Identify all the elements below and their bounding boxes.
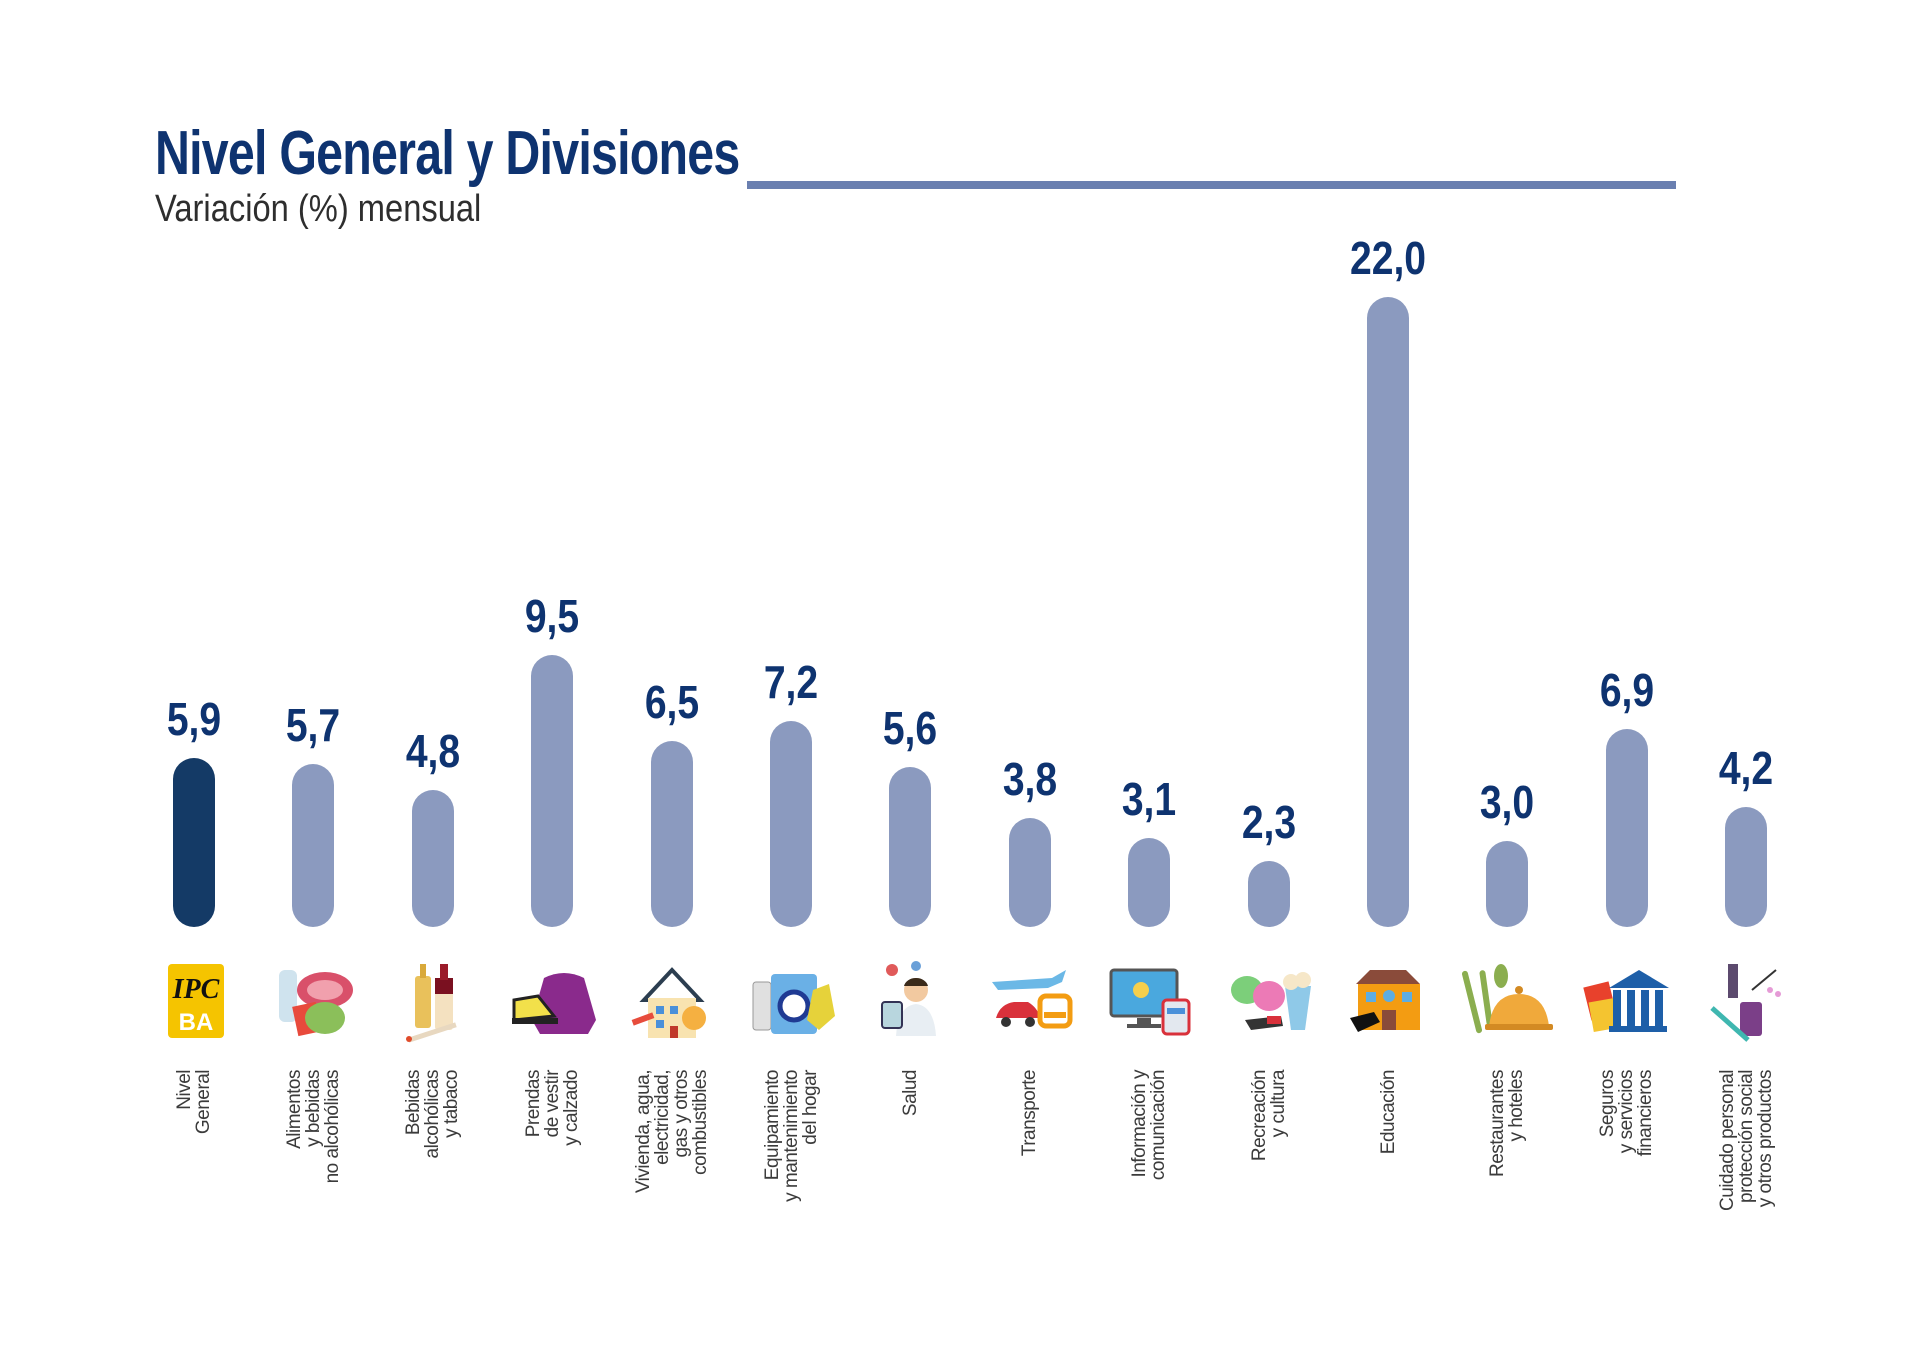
bar-11 bbox=[1367, 297, 1409, 927]
bar-14 bbox=[1725, 806, 1768, 927]
value-label: 5,7 bbox=[286, 698, 341, 751]
category-label-text: Recreación y cultura bbox=[1248, 1070, 1289, 1162]
value-label: 4,2 bbox=[1719, 741, 1774, 794]
food-groceries-icon bbox=[265, 960, 361, 1044]
category-label-text: Prendas de vestir y calzado bbox=[522, 1070, 582, 1146]
value-label: 3,8 bbox=[1002, 753, 1057, 806]
value-label: 7,2 bbox=[763, 655, 819, 708]
svg-text:BA: BA bbox=[179, 1009, 214, 1036]
value-label: 2,3 bbox=[1241, 796, 1296, 849]
transport-vehicles-icon bbox=[982, 960, 1078, 1044]
category-label-text: Nivel General bbox=[174, 1070, 214, 1135]
bar-10 bbox=[1247, 861, 1290, 927]
category-label-text: Bebidas alcohólicas y tabaco bbox=[403, 1070, 463, 1159]
bar-3 bbox=[411, 789, 454, 927]
alcohol-tobacco-icon bbox=[385, 960, 481, 1044]
housing-utilities-icon bbox=[624, 960, 720, 1044]
category-label-text: Cuidado personal protección social y otr… bbox=[1716, 1070, 1776, 1211]
health-doctor-icon bbox=[862, 960, 958, 1044]
title-rule bbox=[747, 181, 1676, 189]
computer-phone-icon bbox=[1101, 960, 1197, 1044]
bar-9 bbox=[1128, 838, 1171, 927]
bar-13 bbox=[1605, 729, 1648, 927]
ipc-ba-logo-icon: IPC BA bbox=[146, 960, 242, 1044]
bar-7 bbox=[889, 766, 932, 927]
value-label: 5,9 bbox=[166, 693, 222, 746]
value-label: 6,9 bbox=[1599, 664, 1654, 717]
bar-2 bbox=[292, 763, 335, 927]
category-label-text: Restaurantes y hoteles bbox=[1487, 1070, 1528, 1178]
category-label-text: Educación bbox=[1377, 1070, 1399, 1155]
bar-1 bbox=[173, 758, 215, 927]
value-label: 5,6 bbox=[883, 701, 938, 754]
bar-8 bbox=[1008, 818, 1051, 927]
bar-4 bbox=[531, 654, 574, 927]
personal-care-icon bbox=[1698, 960, 1794, 1044]
bar-5 bbox=[650, 740, 693, 927]
bar-12 bbox=[1486, 841, 1529, 927]
value-label: 22,0 bbox=[1349, 232, 1427, 284]
category-label-text: Transporte bbox=[1019, 1070, 1041, 1157]
value-label: 3,1 bbox=[1122, 773, 1177, 826]
category-label-text: Información y comunicación bbox=[1129, 1070, 1170, 1181]
bar-6 bbox=[770, 720, 812, 927]
chart-subtitle: Variación (%) mensual bbox=[155, 188, 482, 230]
value-label: 4,8 bbox=[405, 724, 460, 777]
restaurant-cloche-icon bbox=[1459, 960, 1555, 1044]
household-appliances-icon bbox=[743, 960, 839, 1044]
theater-masks-popcorn-icon bbox=[1221, 960, 1317, 1044]
category-label-text: Equipamiento y mantenimiento del hogar bbox=[761, 1070, 821, 1202]
value-label: 9,5 bbox=[525, 589, 580, 642]
bank-cards-icon bbox=[1579, 960, 1675, 1044]
category-label-text: Alimentos y bebidas no alcohólicas bbox=[283, 1070, 343, 1184]
category-label: Cuidado personal protección social y otr… bbox=[1716, 1070, 1918, 1250]
clothing-shoe-icon bbox=[504, 960, 600, 1044]
category-label-text: Vivienda, agua, electricidad, gas y otro… bbox=[632, 1070, 711, 1194]
value-label: 6,5 bbox=[644, 675, 699, 728]
category-label-text: Seguros y servicios financieros bbox=[1597, 1070, 1657, 1157]
svg-text:IPC: IPC bbox=[172, 974, 220, 1005]
chart-title: Nivel General y Divisiones bbox=[155, 119, 740, 188]
value-label: 3,0 bbox=[1480, 776, 1535, 829]
category-label-text: Salud bbox=[899, 1070, 921, 1117]
school-building-icon bbox=[1340, 960, 1436, 1044]
